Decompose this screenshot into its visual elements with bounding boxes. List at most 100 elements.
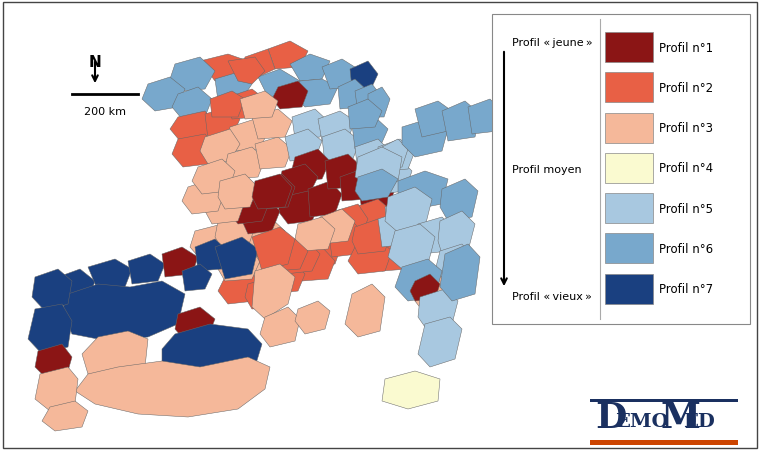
Polygon shape	[355, 147, 402, 188]
Polygon shape	[170, 112, 215, 142]
Polygon shape	[218, 175, 258, 210]
Polygon shape	[290, 55, 330, 82]
Polygon shape	[215, 72, 252, 102]
Polygon shape	[298, 231, 342, 267]
Polygon shape	[398, 230, 432, 262]
Text: ED: ED	[683, 412, 715, 430]
Polygon shape	[195, 239, 228, 272]
Polygon shape	[218, 272, 262, 304]
Bar	[605, 33, 653, 63]
Polygon shape	[295, 80, 338, 108]
Polygon shape	[345, 285, 385, 337]
Polygon shape	[182, 264, 212, 291]
Polygon shape	[162, 248, 198, 277]
Polygon shape	[395, 259, 442, 301]
Polygon shape	[242, 199, 280, 235]
Polygon shape	[200, 130, 240, 165]
Polygon shape	[242, 50, 275, 78]
Polygon shape	[382, 371, 440, 409]
Text: 200 km: 200 km	[84, 107, 126, 117]
Polygon shape	[228, 120, 268, 152]
Polygon shape	[252, 175, 292, 210]
Polygon shape	[192, 160, 235, 194]
Text: Profil n°6: Profil n°6	[659, 242, 713, 255]
Polygon shape	[215, 215, 255, 249]
Polygon shape	[468, 100, 502, 135]
Polygon shape	[385, 199, 420, 235]
Text: M: M	[660, 400, 700, 434]
Polygon shape	[415, 102, 452, 138]
Bar	[590, 440, 738, 445]
Polygon shape	[55, 269, 95, 307]
Text: EMO: EMO	[615, 412, 669, 430]
Bar	[605, 194, 653, 224]
Polygon shape	[240, 259, 282, 295]
Polygon shape	[438, 212, 475, 254]
Bar	[605, 73, 653, 103]
Polygon shape	[378, 160, 412, 194]
Polygon shape	[358, 178, 395, 212]
Polygon shape	[318, 112, 355, 142]
Polygon shape	[355, 170, 398, 202]
Polygon shape	[245, 220, 285, 252]
Polygon shape	[175, 307, 215, 341]
Polygon shape	[218, 248, 260, 281]
Polygon shape	[82, 331, 148, 379]
Polygon shape	[252, 264, 295, 319]
Polygon shape	[368, 88, 390, 118]
Text: Profil n°2: Profil n°2	[659, 82, 713, 95]
Polygon shape	[295, 248, 335, 281]
Polygon shape	[372, 238, 415, 272]
Polygon shape	[440, 179, 478, 221]
Text: Profil moyen: Profil moyen	[512, 165, 581, 175]
Text: Profil n°4: Profil n°4	[659, 162, 713, 175]
Polygon shape	[355, 85, 382, 115]
Bar	[605, 274, 653, 304]
Polygon shape	[382, 140, 408, 170]
Polygon shape	[415, 217, 455, 254]
Polygon shape	[278, 165, 318, 199]
Bar	[605, 234, 653, 264]
Text: Profil n°1: Profil n°1	[659, 41, 713, 55]
Polygon shape	[285, 130, 322, 161]
Text: Profil n°5: Profil n°5	[659, 202, 713, 215]
Text: Profil « vieux »: Profil « vieux »	[512, 291, 592, 301]
Polygon shape	[28, 304, 72, 354]
Polygon shape	[240, 92, 278, 120]
Text: Profil n°7: Profil n°7	[659, 283, 713, 295]
Polygon shape	[436, 244, 472, 277]
Polygon shape	[262, 262, 305, 295]
Polygon shape	[228, 189, 270, 225]
Polygon shape	[205, 189, 245, 225]
Polygon shape	[322, 60, 358, 90]
Polygon shape	[352, 220, 392, 254]
Polygon shape	[402, 120, 448, 158]
Polygon shape	[182, 179, 225, 215]
Polygon shape	[378, 140, 415, 172]
Polygon shape	[338, 80, 368, 110]
Polygon shape	[282, 241, 320, 274]
Polygon shape	[32, 269, 72, 311]
Polygon shape	[142, 78, 185, 112]
Polygon shape	[62, 281, 185, 341]
Polygon shape	[352, 118, 388, 150]
Text: Profil « jeune »: Profil « jeune »	[512, 38, 593, 48]
Polygon shape	[228, 58, 265, 85]
Polygon shape	[258, 70, 300, 98]
Polygon shape	[248, 241, 288, 272]
Polygon shape	[172, 88, 212, 120]
Polygon shape	[225, 147, 265, 179]
Polygon shape	[200, 55, 248, 82]
Polygon shape	[350, 62, 378, 92]
Polygon shape	[348, 100, 382, 130]
Polygon shape	[355, 140, 390, 175]
Polygon shape	[88, 259, 132, 291]
Polygon shape	[418, 318, 462, 367]
Polygon shape	[295, 301, 330, 334]
Polygon shape	[385, 188, 432, 235]
Polygon shape	[340, 170, 375, 202]
Polygon shape	[418, 290, 458, 327]
Polygon shape	[252, 227, 295, 272]
Polygon shape	[328, 205, 368, 239]
Polygon shape	[308, 182, 342, 217]
